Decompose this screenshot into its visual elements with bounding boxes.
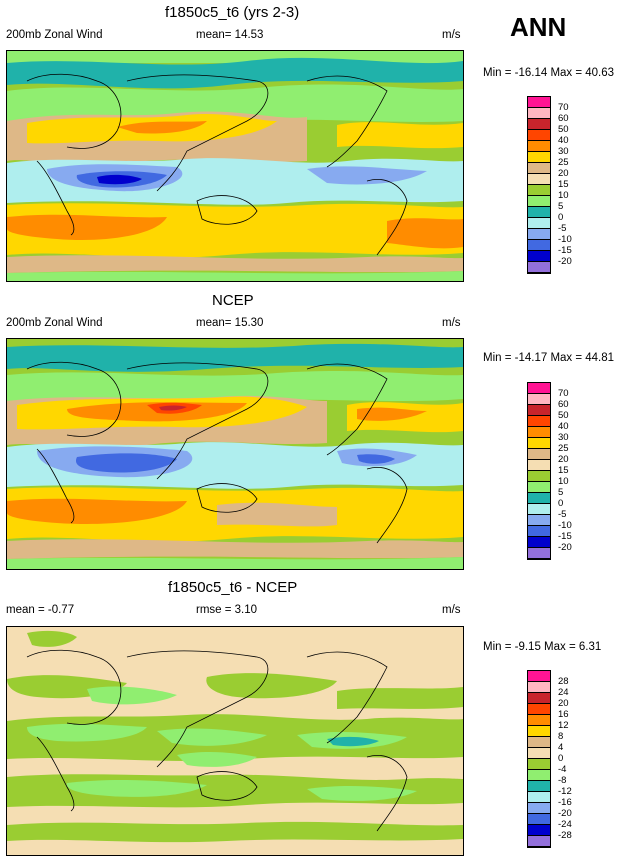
panel3-tick: 16 — [558, 709, 569, 720]
panel1-minmax: Min = -16.14 Max = 40.63 — [483, 67, 615, 79]
panel2-contour-plot — [7, 339, 463, 569]
panel2-tick: -20 — [558, 542, 572, 553]
panel2-tick: 30 — [558, 432, 569, 443]
panel2-tick: 15 — [558, 465, 569, 476]
panel3-tick: -20 — [558, 808, 572, 819]
panel3-map — [6, 626, 464, 856]
panel3-tick: -4 — [558, 764, 567, 775]
panel2-field-label: 200mb Zonal Wind — [6, 317, 103, 329]
panel3-rmse: rmse = 3.10 — [196, 604, 258, 616]
panel1-tick: -20 — [558, 256, 572, 267]
panel1-tick: -15 — [558, 245, 572, 256]
panel1-tick: 5 — [558, 201, 564, 212]
panel1-title: f1850c5_t6 (yrs 2-3) — [165, 4, 300, 21]
panel3-tick: -16 — [558, 797, 572, 808]
panel3-contour-plot — [7, 627, 463, 855]
panel1-tick: -5 — [558, 223, 567, 234]
panel2-units: m/s — [442, 317, 461, 329]
panel2-title: NCEP — [212, 292, 254, 309]
coastlines — [26, 649, 408, 832]
panel2-mean: mean= 15.30 — [196, 317, 264, 329]
panel2-tick: 70 — [558, 388, 569, 399]
panel2-tick: -5 — [558, 509, 567, 520]
season-label: ANN — [510, 12, 567, 42]
panel3-units: m/s — [442, 604, 461, 616]
panel2-tick: 40 — [558, 421, 569, 432]
panel3-tick: -8 — [558, 775, 567, 786]
panel1-tick: 25 — [558, 157, 569, 168]
panel1-tick: 50 — [558, 124, 569, 135]
panel1-units: m/s — [442, 29, 461, 41]
panel2-tick: 60 — [558, 399, 569, 410]
panel1-tick: 20 — [558, 168, 569, 179]
panel1-tick: -10 — [558, 234, 572, 245]
panel2-colorbar: 70 60 50 40 30 25 20 15 10 5 0 -5 -10 -1… — [527, 382, 572, 560]
atlantic-jet — [337, 122, 463, 149]
coastlines — [26, 73, 408, 256]
panel2-tick: 0 — [558, 498, 564, 509]
tropical-easterly-min — [97, 174, 142, 185]
panel1-field-label: 200mb Zonal Wind — [6, 29, 103, 41]
panel3-title: f1850c5_t6 - NCEP — [168, 579, 298, 596]
panel3-tick: 8 — [558, 731, 564, 742]
panel3-tick: 12 — [558, 720, 569, 731]
panel2-tick: -15 — [558, 531, 572, 542]
panel2-tick: 20 — [558, 454, 569, 465]
panel3-mean: mean = -0.77 — [6, 604, 75, 616]
panel1-tick: 30 — [558, 146, 569, 157]
polar-easterly-band — [7, 57, 463, 89]
panel1-tick: 70 — [558, 102, 569, 113]
panel3-tick: 20 — [558, 698, 569, 709]
panel2-tick: 10 — [558, 476, 569, 487]
panel1-tick: 40 — [558, 135, 569, 146]
panel1-mean: mean= 14.53 — [196, 29, 264, 41]
panel3-tick: 0 — [558, 753, 564, 764]
nh-jet-core — [117, 121, 207, 134]
sh-jet-core-east — [387, 218, 463, 249]
panel2-minmax: Min = -14.17 Max = 44.81 — [483, 352, 615, 364]
panel2-tick: 50 — [558, 410, 569, 421]
coastlines — [26, 361, 408, 544]
panel3-minmax: Min = -9.15 Max = 6.31 — [483, 641, 602, 653]
sh-jet-core-west — [7, 214, 167, 241]
panel1-colorbar: 70 60 50 40 30 25 20 15 10 5 0 -5 -10 -1… — [527, 96, 572, 274]
panel2-tick: 25 — [558, 443, 569, 454]
panel3-tick: 4 — [558, 742, 564, 753]
panel1-map — [6, 50, 464, 282]
panel1-contour-plot — [7, 51, 463, 281]
panel3-tick: -12 — [558, 786, 572, 797]
panel3-tick: 24 — [558, 687, 569, 698]
panel3-tick: 28 — [558, 676, 569, 687]
panel1-tick: 10 — [558, 190, 569, 201]
panel1-tick: 60 — [558, 113, 569, 124]
panel1-tick: 0 — [558, 212, 564, 223]
panel2-tick: -10 — [558, 520, 572, 531]
panel2-map — [6, 338, 464, 570]
panel2-tick: 5 — [558, 487, 564, 498]
panel3-tick: -24 — [558, 819, 572, 830]
panel1-tick: 15 — [558, 179, 569, 190]
panel3-tick: -28 — [558, 830, 572, 841]
panel3-colorbar: 28 24 20 16 12 8 4 0 -4 -8 -12 -16 -20 -… — [527, 670, 572, 848]
